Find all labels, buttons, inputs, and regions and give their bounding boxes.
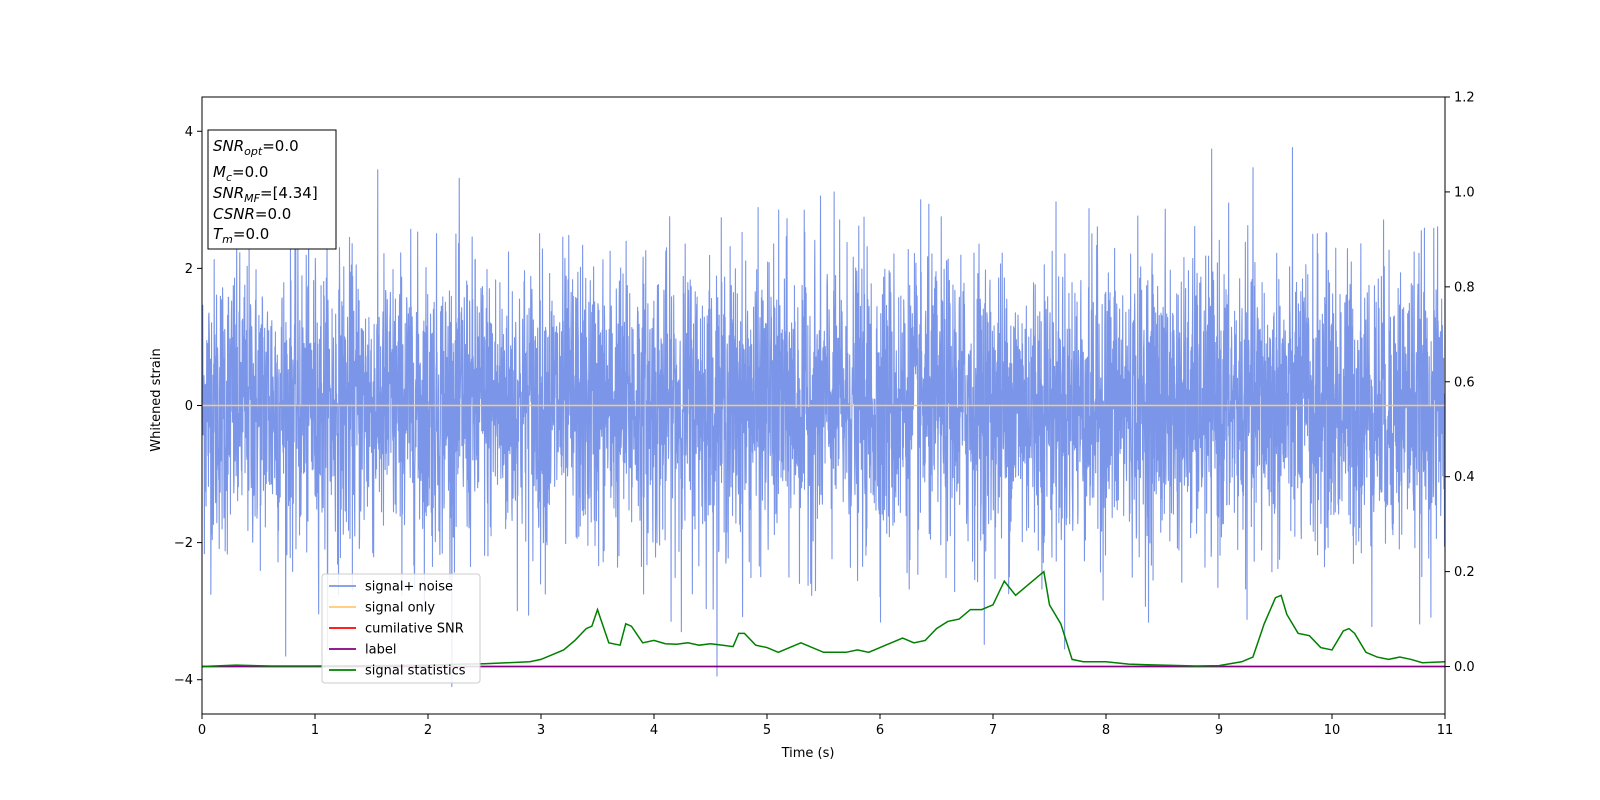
legend: signal+ noise signal only cumilative SNR la…: [321, 573, 481, 684]
info-line: Mc=0.0: [213, 163, 268, 184]
x-tick-label: 10: [1324, 723, 1341, 738]
y-right-tick-label: 0.0: [1454, 660, 1475, 675]
series-signal-noise-line: [202, 147, 1445, 688]
x-tick-label: 3: [537, 723, 545, 738]
y-left-tick-label: 2: [185, 262, 193, 277]
legend-label: signal+ noise: [365, 580, 453, 595]
x-tick-label: 2: [424, 723, 432, 738]
x-tick-label: 6: [876, 723, 884, 738]
legend-label: label: [365, 643, 396, 658]
axes: 0 1 2 3 4 5 6 7 8 9 10 11 4 2 0 −2 −4 1.2 1.0 0.8 0.6 0.4 0.2 0…: [174, 91, 1475, 739]
y-right-tick-label: 0.2: [1454, 565, 1475, 580]
x-tick-label: 5: [763, 723, 771, 738]
x-tick-label: 11: [1437, 723, 1454, 738]
x-tick-label: 4: [650, 723, 658, 738]
legend-label: signal statistics: [365, 664, 466, 679]
y-right-tick-label: 0.8: [1454, 280, 1475, 295]
y-right-tick-label: 0.4: [1454, 470, 1475, 485]
y-right-tick-label: 1.2: [1454, 91, 1475, 106]
info-line: Tm=0.0: [213, 225, 269, 246]
legend-label: cumilative SNR: [365, 622, 464, 637]
y-left-tick-label: 4: [185, 125, 193, 140]
x-tick-label: 7: [989, 723, 997, 738]
info-box-frame: [207, 129, 337, 250]
y-left-tick-label: 0: [185, 399, 193, 414]
x-axis-label: Time (s): [781, 746, 835, 761]
y-left-tick-label: −2: [174, 536, 193, 551]
y-right-tick-label: 0.6: [1454, 375, 1475, 390]
x-tick-label: 9: [1215, 723, 1223, 738]
y-left-tick-label: −4: [174, 673, 193, 688]
series-signal-statistics-line: [202, 570, 1445, 668]
info-line: SNRopt=0.0: [213, 137, 299, 158]
legend-frame: [321, 573, 481, 684]
x-tick-label: 8: [1102, 723, 1110, 738]
x-tick-label: 0: [198, 723, 206, 738]
info-line: SNRMF=[4.34]: [213, 184, 318, 205]
y-axis-label: Whitened strain: [149, 348, 164, 451]
info-line: CSNR=0.0: [213, 205, 291, 223]
y-right-tick-label: 1.0: [1454, 185, 1475, 200]
legend-label: signal only: [365, 601, 435, 616]
x-tick-label: 1: [311, 723, 319, 738]
